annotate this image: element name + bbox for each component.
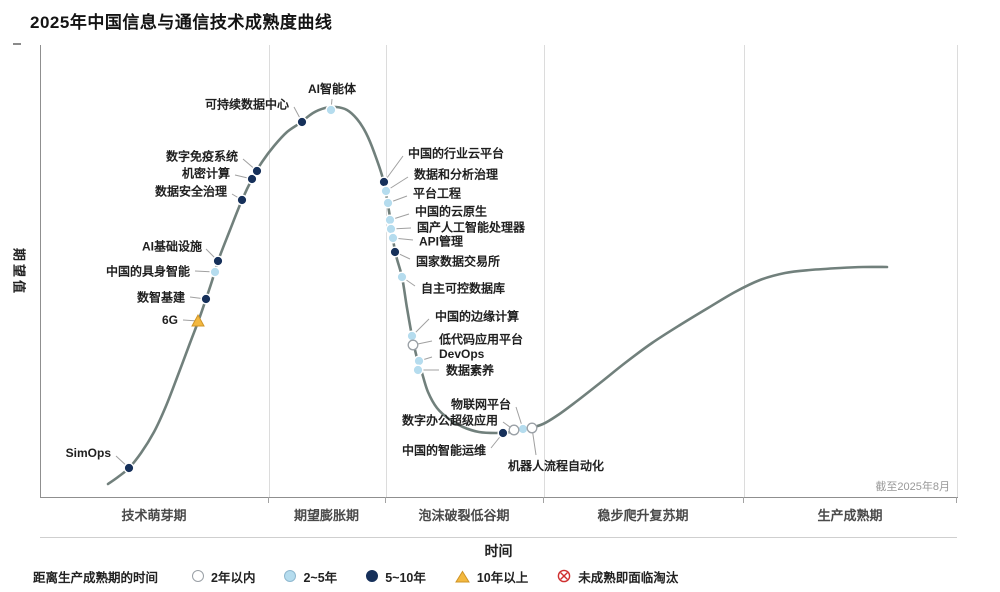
phase-label-innovation: 技术萌芽期 — [121, 508, 187, 523]
x-axis-tick — [385, 497, 386, 503]
legend: 距离生产成熟期的时间 2年以内 2~5年 5~10年 10年以上 未成熟即面临淘… — [33, 563, 707, 589]
gridline-phase-5 — [957, 45, 958, 497]
legend-item-over-10y: 10年以上 — [454, 567, 528, 586]
white-circle-icon — [192, 570, 205, 582]
gridline-phase-2 — [386, 45, 387, 497]
note-date: 截至2025年8月 — [875, 481, 950, 493]
legend-item-5-10y: 5~10年 — [366, 567, 426, 586]
gridline-phase-4 — [744, 45, 745, 497]
y-axis-label: 期望值 — [11, 247, 27, 297]
lightblue-circle-icon — [284, 570, 297, 582]
chart-title: 2025年中国信息与通信技术成熟度曲线 — [30, 13, 333, 32]
navy-circle-icon — [366, 570, 379, 582]
phase-label-peak: 期望膨胀期 — [293, 508, 359, 523]
legend-item-2-5y: 2~5年 — [284, 567, 337, 586]
x-axis-tick — [268, 497, 269, 503]
phase-label-plateau: 生产成熟期 — [817, 508, 883, 523]
legend-item-obsolete: 未成熟即面临淘汰 — [557, 567, 678, 586]
yellow-triangle-icon — [454, 570, 470, 583]
x-axis-tick — [543, 497, 544, 503]
legend-title: 距离生产成熟期的时间 — [33, 570, 159, 585]
y-axis-top-tick — [13, 43, 21, 45]
x-axis-tick — [743, 497, 744, 503]
legend-item-under-2y: 2年以内 — [192, 567, 255, 586]
gridline-phase-1 — [269, 45, 270, 497]
crossed-circle-icon — [557, 569, 571, 583]
gridline-phase-3 — [544, 45, 545, 497]
x-axis-tick — [956, 497, 957, 503]
x-axis-label: 时间 — [484, 543, 513, 559]
phase-label-trough: 泡沫破裂低谷期 — [418, 508, 510, 523]
phase-label-slope: 稳步爬升复苏期 — [597, 508, 689, 523]
phase-band: 技术萌芽期 期望膨胀期 泡沫破裂低谷期 稳步爬升复苏期 生产成熟期 — [40, 497, 957, 538]
plot-area — [40, 45, 958, 498]
